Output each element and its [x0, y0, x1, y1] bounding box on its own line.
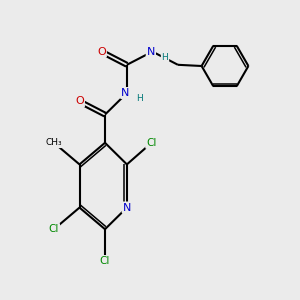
Text: N: N	[147, 46, 155, 57]
Text: O: O	[75, 96, 84, 106]
Text: N: N	[123, 202, 131, 213]
Text: Cl: Cl	[146, 138, 157, 148]
Text: O: O	[97, 46, 106, 57]
Text: Cl: Cl	[49, 224, 59, 234]
Text: N: N	[121, 88, 130, 98]
Text: Cl: Cl	[49, 224, 59, 234]
Text: Cl: Cl	[100, 256, 110, 266]
Text: H: H	[136, 94, 143, 103]
Text: Cl: Cl	[146, 138, 157, 148]
Text: Cl: Cl	[100, 256, 110, 266]
Text: O: O	[97, 46, 106, 57]
Text: H: H	[162, 52, 168, 62]
Text: N: N	[147, 46, 155, 57]
Text: CH₃: CH₃	[46, 138, 62, 147]
Text: N: N	[121, 88, 130, 98]
Text: N: N	[123, 202, 131, 213]
Text: CH₃: CH₃	[46, 138, 62, 147]
Text: H: H	[136, 94, 143, 103]
Text: H: H	[162, 52, 168, 62]
Text: O: O	[75, 96, 84, 106]
